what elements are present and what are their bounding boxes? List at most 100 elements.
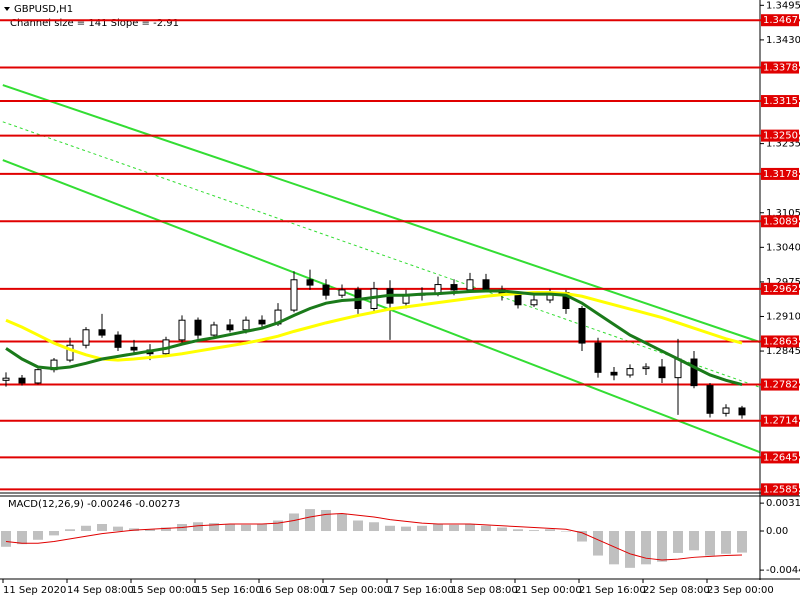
moving-average [5,289,743,387]
macd-bar [241,524,251,532]
macd-bar [97,524,107,532]
candle-body [482,279,490,291]
macd-bar [657,531,667,562]
macd-bar [257,524,267,532]
x-tick-label: 21 Sep 16:00 [579,585,646,596]
x-tick-label: 15 Sep 00:00 [131,585,198,596]
candle-body [642,366,650,370]
x-tick-label: 15 Sep 16:00 [195,585,262,596]
macd-bar [81,525,91,532]
candle-body [194,319,202,336]
level-label-box [761,483,799,496]
candle-body [2,377,10,381]
level-label-box [761,215,799,228]
x-tick-label: 21 Sep 00:00 [515,585,582,596]
candle-body [658,366,666,379]
macd-bar [49,531,59,536]
macd-bar [369,522,379,532]
level-label-box [761,414,799,427]
candle-body [130,346,138,351]
level-label: 1.2714 [763,416,798,427]
macd-bar [673,531,683,553]
candle-body [18,377,26,384]
macd-bar [497,527,507,532]
level-label: 1.2645 [763,452,798,463]
macd-bar [65,529,75,532]
y-tick-label: 0.00 [766,526,788,537]
macd-bar [225,524,235,532]
macd-bar [705,531,715,556]
level-label: 1.3315 [763,96,798,107]
level-label: 1.2863 [763,336,798,347]
macd-bar [209,523,219,532]
candle-body [530,299,538,306]
candle-body [306,279,314,286]
level-label: 1.3378 [763,63,798,74]
level-label: 1.3467 [763,15,798,26]
level-label-box [761,167,799,180]
moving-average [5,291,743,362]
level-label-box [761,282,799,295]
macd-bar [193,522,203,532]
macd-bar [529,530,539,532]
candle-body [114,334,122,348]
level-label-box [761,95,799,108]
macd-bar [161,527,171,532]
level-label: 1.2962 [763,284,798,295]
level-label-box [761,378,799,391]
y-tick-label: 1.2910 [766,311,800,322]
macd-bar [449,524,459,532]
x-tick-label: 18 Sep 08:00 [451,585,518,596]
macd-bar [337,513,347,532]
candle-body [226,324,234,331]
y-tick-label: 1.2975 [766,277,800,288]
candle-body [290,279,298,311]
candle-body [722,407,730,414]
x-tick-label: 16 Sep 08:00 [259,585,326,596]
macd-bar [113,526,123,532]
candle-body [450,284,458,291]
macd-bar [145,529,155,532]
channel-line [2,159,760,454]
candle-body [210,324,218,336]
x-tick-label: 11 Sep 2020 [3,585,66,596]
macd-bar [465,524,475,532]
x-tick-label: 22 Sep 08:00 [643,585,710,596]
y-tick-label: 1.3235 [766,139,800,150]
level-label: 1.3250 [763,131,798,142]
y-tick-label: 1.3040 [766,242,800,253]
candle-body [242,319,250,331]
macd-title: MACD(12,26,9) -0.00246 -0.00273 [8,499,180,510]
macd-bar [577,531,587,542]
y-tick-label: 1.3495 [766,0,800,11]
macd-bar [593,531,603,556]
level-label-box [761,335,799,348]
macd-bar [625,531,635,568]
x-tick-label: 17 Sep 00:00 [323,585,390,596]
macd-bar [385,525,395,532]
macd-bar [353,520,363,532]
macd-bar [481,525,491,532]
candle-body [338,289,346,296]
candle-body [466,279,474,291]
y-tick-label: -0.00446 [766,565,800,576]
candle-body [66,344,74,361]
level-label-box [761,451,799,464]
candle-body [322,284,330,296]
macd-bar [721,531,731,554]
macd-bar [401,526,411,532]
macd-signal [5,512,743,561]
candle-body [258,319,266,325]
y-tick-label: 0.00318 [766,498,800,509]
candle-body [514,294,522,306]
macd-bar [545,529,555,532]
x-tick-label: 23 Sep 00:00 [707,585,774,596]
chart-subtitle: Channel size = 141 Slope = -2.91 [10,18,179,29]
macd-bar [289,513,299,532]
candle-body [34,369,42,384]
candle-body [610,371,618,376]
x-tick-label: 14 Sep 08:00 [67,585,134,596]
